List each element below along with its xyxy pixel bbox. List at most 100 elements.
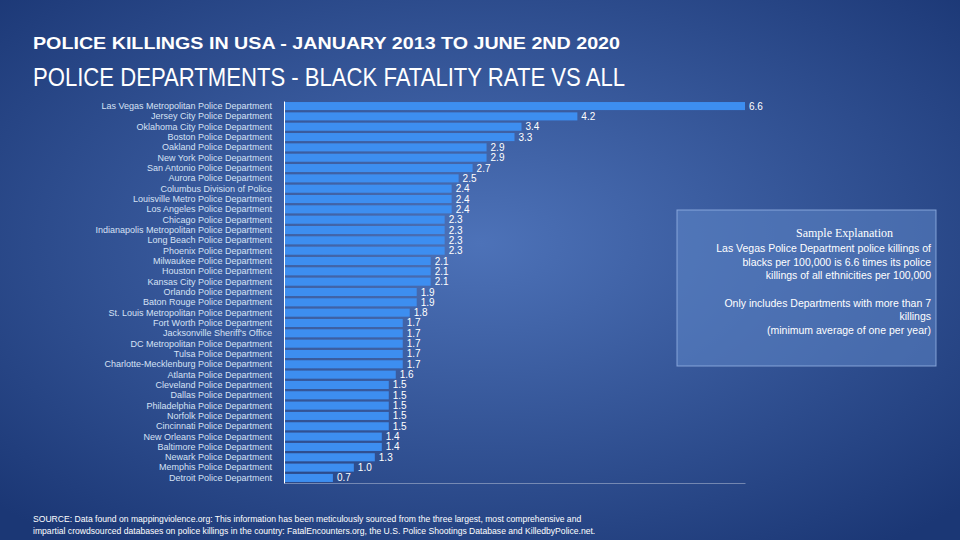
y-tick: Indianapolis Metropolitan Police Departm… (95, 225, 272, 235)
y-tick-label: Oakland Police Department (162, 142, 273, 152)
y-tick: Jersey City Police Department (151, 111, 273, 121)
y-tick-label: San Antonio Police Department (147, 163, 273, 173)
bar (284, 340, 403, 348)
chart-svg: POLICE KILLINGS IN USA - JANUARY 2013 TO… (0, 0, 960, 540)
y-tick-label: Chicago Police Department (162, 215, 272, 225)
y-tick-label: Jacksonville Sheriff's Office (163, 328, 272, 338)
bar (284, 102, 745, 110)
y-tick: Kansas City Police Department (147, 277, 272, 287)
y-tick: Cincinnati Police Department (156, 421, 273, 431)
y-tick: Boston Police Department (167, 132, 272, 142)
bar (284, 288, 417, 296)
y-tick: New York Police Department (157, 153, 272, 163)
subtitle: POLICE KILLINGS IN USA - JANUARY 2013 TO… (33, 34, 620, 53)
y-axis-line (284, 102, 285, 484)
data-label: 2.1 (435, 276, 449, 287)
y-tick-label: Newark Police Department (165, 452, 273, 462)
y-tick: San Antonio Police Department (147, 163, 273, 173)
annotation-text: Las Vegas Police Department police killi… (716, 242, 931, 254)
bar (284, 143, 487, 151)
y-tick: Jacksonville Sheriff's Office (163, 328, 272, 338)
bar (284, 360, 403, 368)
y-tick: Norfolk Police Department (167, 411, 273, 421)
bar (284, 112, 577, 120)
bar (284, 391, 389, 399)
data-label: 2.3 (449, 245, 463, 256)
y-tick: Los Angeles Police Department (146, 204, 272, 214)
annotation-text: Only includes Departments with more than… (724, 297, 931, 309)
y-tick-label: Indianapolis Metropolitan Police Departm… (95, 225, 272, 235)
y-tick-label: Cleveland Police Department (155, 380, 272, 390)
y-tick: Chicago Police Department (162, 215, 272, 225)
bar (284, 174, 459, 182)
y-tick-label: Long Beach Police Department (147, 235, 272, 245)
y-tick-label: Aurora Police Department (168, 173, 272, 183)
bar (284, 422, 389, 430)
y-tick: Aurora Police Department (168, 173, 272, 183)
y-tick-label: Baton Rouge Police Department (143, 297, 273, 307)
bar (284, 247, 445, 255)
annotation: Sample ExplanationLas Vegas Police Depar… (677, 210, 936, 366)
y-tick-label: Las Vegas Metropolitan Police Department (101, 101, 272, 111)
x-axis-line (285, 483, 746, 484)
y-tick: Cleveland Police Department (155, 380, 272, 390)
bar (284, 319, 403, 327)
y-tick-label: Milwaukee Police Department (153, 256, 273, 266)
y-tick-label: Atlanta Police Department (167, 370, 272, 380)
chart-container: POLICE KILLINGS IN USA - JANUARY 2013 TO… (0, 0, 960, 540)
bar (284, 195, 452, 203)
y-tick-label: Philadelphia Police Department (146, 401, 272, 411)
y-tick-label: Cincinnati Police Department (156, 421, 273, 431)
y-tick: Milwaukee Police Department (153, 256, 273, 266)
data-label: 2.7 (477, 163, 491, 174)
bar (284, 267, 431, 275)
y-tick: Newark Police Department (165, 452, 273, 462)
bar (284, 329, 403, 337)
bar (284, 226, 445, 234)
source-text: impartial crowdsourced databases on poli… (33, 526, 595, 536)
y-tick-label: New Orleans Police Department (143, 431, 272, 441)
y-tick-label: DC Metropolitan Police Department (130, 339, 272, 349)
x-axis (285, 483, 746, 484)
data-label: 1.3 (379, 452, 393, 463)
y-tick: Columbus Division of Police (160, 184, 272, 194)
y-tick: Fort Worth Police Department (153, 318, 272, 328)
bar (284, 164, 473, 172)
y-tick: Detroit Police Department (169, 473, 273, 483)
source-text: SOURCE: Data found on mappingviolence.or… (33, 514, 581, 524)
bar (284, 236, 445, 244)
y-tick-label: Norfolk Police Department (167, 411, 273, 421)
y-tick-label: Charlotte-Mecklenburg Police Department (104, 359, 272, 369)
bar (284, 278, 431, 286)
y-axis: Las Vegas Metropolitan Police Department… (95, 101, 284, 484)
y-tick-label: Phoenix Police Department (163, 246, 273, 256)
annotation-text: killings of all ethnicities per 100,000 (766, 269, 931, 281)
y-tick: Charlotte-Mecklenburg Police Department (104, 359, 272, 369)
bar (284, 216, 445, 224)
data-label: 4.2 (581, 111, 595, 122)
y-tick-label: Kansas City Police Department (147, 277, 272, 287)
title: POLICE DEPARTMENTS - BLACK FATALITY RATE… (33, 62, 625, 92)
data-label: 6.6 (749, 101, 763, 112)
y-tick: Long Beach Police Department (147, 235, 272, 245)
y-tick: Baton Rouge Police Department (143, 297, 273, 307)
y-tick-label: Dallas Police Department (170, 390, 272, 400)
bar (284, 205, 452, 213)
y-tick: Baltimore Police Department (157, 442, 272, 452)
y-tick-label: Jersey City Police Department (151, 111, 273, 121)
bar (284, 402, 389, 410)
y-tick-label: Memphis Police Department (159, 462, 273, 472)
y-tick: New Orleans Police Department (143, 431, 272, 441)
bar (284, 433, 382, 441)
bar (284, 371, 396, 379)
bar (284, 309, 410, 317)
y-tick-label: Oklahoma City Police Department (136, 122, 272, 132)
y-tick-label: Los Angeles Police Department (146, 204, 272, 214)
source: SOURCE: Data found on mappingviolence.or… (33, 514, 595, 536)
bars (284, 102, 745, 482)
y-tick-label: Fort Worth Police Department (153, 318, 272, 328)
bar (284, 443, 382, 451)
bar (284, 185, 452, 193)
annotation-text: (minimum average of one per year) (767, 324, 931, 336)
y-tick: Dallas Police Department (170, 390, 272, 400)
